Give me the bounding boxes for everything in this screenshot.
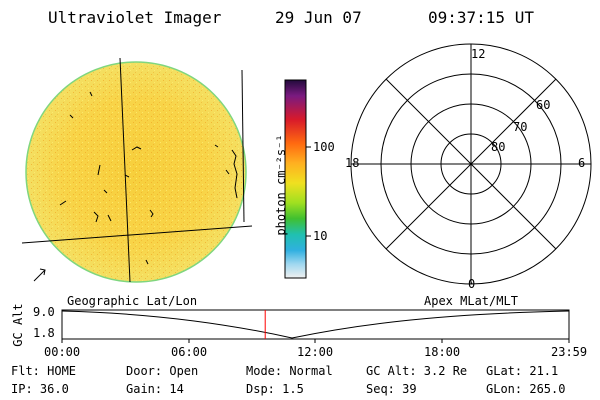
timeline-xtick-label-2359: 23:59 — [551, 345, 588, 359]
info-glat: GLat: 21.1 — [486, 364, 559, 378]
info-gc-alt: GC Alt: 3.2 Re — [366, 364, 468, 378]
info-glon: GLon: 265.0 — [486, 382, 566, 396]
colorbar — [284, 79, 311, 279]
mlat-label-60: 60 — [536, 98, 551, 112]
timeline-xtick-label-0600: 06:00 — [171, 345, 208, 359]
colorbar-unit-label: photon cm⁻²s⁻¹ — [274, 134, 288, 236]
info-door: Door: Open — [126, 364, 199, 378]
time-label: 09:37:15 UT — [428, 8, 534, 27]
timeline-left-label: Geographic Lat/Lon — [67, 294, 198, 308]
info-gain: Gain: 14 — [126, 382, 184, 396]
mlat-label-70: 70 — [513, 120, 528, 134]
timeline-ytick-bottom: 1.8 — [33, 326, 55, 340]
timeline-box — [61, 309, 570, 340]
info-flt: Flt: HOME — [11, 364, 77, 378]
timeline-xtick-label-1800: 18:00 — [424, 345, 461, 359]
timeline-xtick-label-0000: 00:00 — [44, 345, 81, 359]
polar-diagonal-2 — [385, 78, 557, 250]
mlt-label-0: 0 — [468, 277, 476, 291]
disk-edge — [25, 61, 247, 283]
polar-grid — [350, 43, 592, 285]
uv-image-disk — [25, 61, 247, 283]
timeline-ytick-top: 9.0 — [33, 305, 55, 319]
timeline-xtick-label-1200: 12:00 — [297, 345, 334, 359]
mlt-label-6: 6 — [578, 156, 586, 170]
colorbar-tick-label-10: 10 — [313, 229, 328, 243]
info-seq: Seq: 39 — [366, 382, 417, 396]
colorbar-gradient — [284, 79, 307, 279]
info-ip: IP: 36.0 — [11, 382, 69, 396]
timeline-right-label: Apex MLat/MLT — [424, 294, 518, 308]
info-dsp: Dsp: 1.5 — [246, 382, 304, 396]
mlt-label-18: 18 — [345, 156, 360, 170]
mlt-label-12: 12 — [471, 47, 486, 61]
altitude-timeline — [61, 309, 570, 343]
instrument-title: Ultraviolet Imager — [48, 8, 222, 27]
sun-direction-arrow — [33, 268, 46, 282]
geo-grid-lines — [21, 57, 253, 283]
timeline-ylabel: GC Alt — [11, 303, 25, 347]
colorbar-tick-label-100: 100 — [313, 140, 335, 154]
altitude-curve — [61, 310, 570, 339]
disk-noise — [26, 62, 246, 282]
mlat-label-80: 80 — [491, 140, 506, 154]
info-mode: Mode: Normal — [246, 364, 333, 378]
date-label: 29 Jun 07 — [275, 8, 362, 27]
